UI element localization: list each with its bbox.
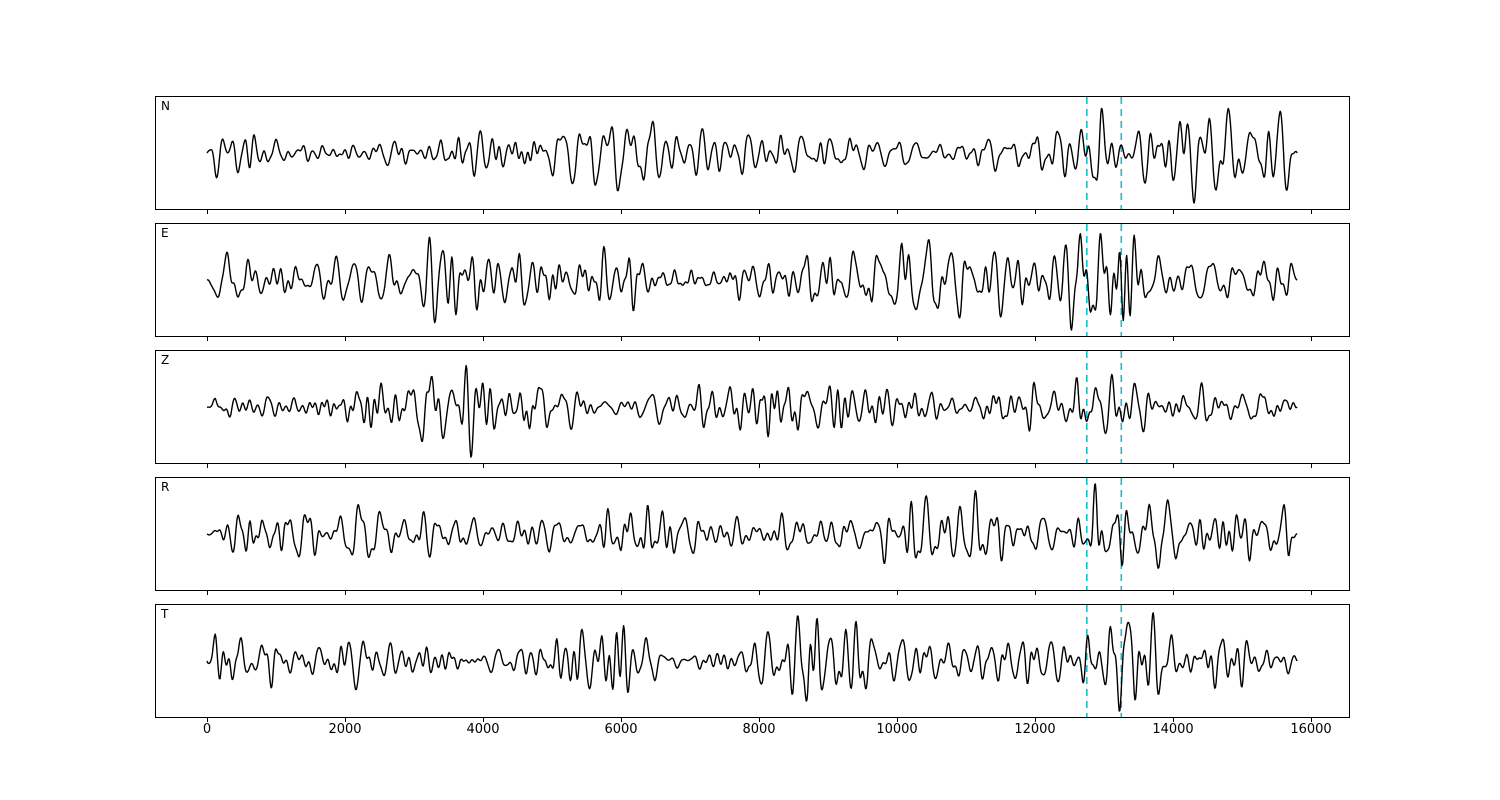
axis-tick [896, 718, 898, 722]
axis-tick [1310, 210, 1312, 214]
axis-tick [206, 591, 208, 595]
waveform-trace [206, 107, 1298, 204]
waveform-plot-z [206, 351, 1298, 463]
axis-tick [1310, 337, 1312, 341]
panel-label-t: T [161, 607, 169, 621]
axis-tick [758, 591, 760, 595]
axis-tick [1034, 210, 1036, 214]
axis-tick [1172, 337, 1174, 341]
axis-tick [896, 337, 898, 341]
axis-tick [344, 464, 346, 468]
axis-tick [758, 210, 760, 214]
axis-tick [206, 718, 208, 722]
axis-tick [1034, 464, 1036, 468]
axis-tick-label: 2000 [328, 722, 362, 737]
panel-label-n: N [161, 99, 170, 113]
axis-tick [1172, 464, 1174, 468]
panel-label-r: R [161, 480, 170, 494]
axis-tick-label: 8000 [742, 722, 776, 737]
panel-Z: Z [155, 350, 1350, 464]
axis-tick [482, 718, 484, 722]
waveform-trace [206, 483, 1298, 569]
panel-R: R [155, 477, 1350, 591]
axis-tick-label: 10000 [876, 722, 918, 737]
waveform-plot-t [206, 605, 1298, 717]
axis-tick [1034, 718, 1036, 722]
panel-T: T [155, 604, 1350, 718]
axis-tick-label: 6000 [604, 722, 638, 737]
waveform-plot-e [206, 224, 1298, 336]
axis-tick [896, 210, 898, 214]
axis-tick [620, 210, 622, 214]
axis-tick [1310, 591, 1312, 595]
axis-tick [482, 591, 484, 595]
axis-tick [482, 337, 484, 341]
axis-tick [758, 464, 760, 468]
axis-tick [758, 337, 760, 341]
axis-tick [206, 464, 208, 468]
axis-tick [344, 210, 346, 214]
waveform-plot-r [206, 478, 1298, 590]
axis-tick [758, 718, 760, 722]
axis-tick [1172, 210, 1174, 214]
axis-tick [344, 591, 346, 595]
axis-tick [896, 464, 898, 468]
axis-tick [206, 337, 208, 341]
axis-tick [1172, 591, 1174, 595]
panel-N: N [155, 96, 1350, 210]
axis-tick [482, 210, 484, 214]
axis-tick-label: 14000 [1152, 722, 1194, 737]
waveform-trace [206, 612, 1298, 712]
waveform-plot-n [206, 97, 1298, 209]
axis-tick-label: 12000 [1014, 722, 1056, 737]
waveform-trace [206, 232, 1298, 331]
axis-tick [1034, 337, 1036, 341]
axis-tick-label: 4000 [466, 722, 500, 737]
panel-label-z: Z [161, 353, 170, 367]
axis-tick [344, 718, 346, 722]
waveform-trace [206, 364, 1298, 458]
panel-E: E [155, 223, 1350, 337]
axis-tick [206, 210, 208, 214]
panel-label-e: E [161, 226, 169, 240]
axis-tick-label: 0 [202, 722, 212, 737]
axis-tick [482, 464, 484, 468]
axis-tick [620, 718, 622, 722]
axis-tick [1310, 464, 1312, 468]
axis-tick [344, 337, 346, 341]
axis-tick [1172, 718, 1174, 722]
axis-tick [620, 337, 622, 341]
axis-tick-label: 16000 [1290, 722, 1332, 737]
axis-tick [896, 591, 898, 595]
axis-tick [620, 464, 622, 468]
axis-tick [1310, 718, 1312, 722]
axis-tick [1034, 591, 1036, 595]
axis-tick [620, 591, 622, 595]
